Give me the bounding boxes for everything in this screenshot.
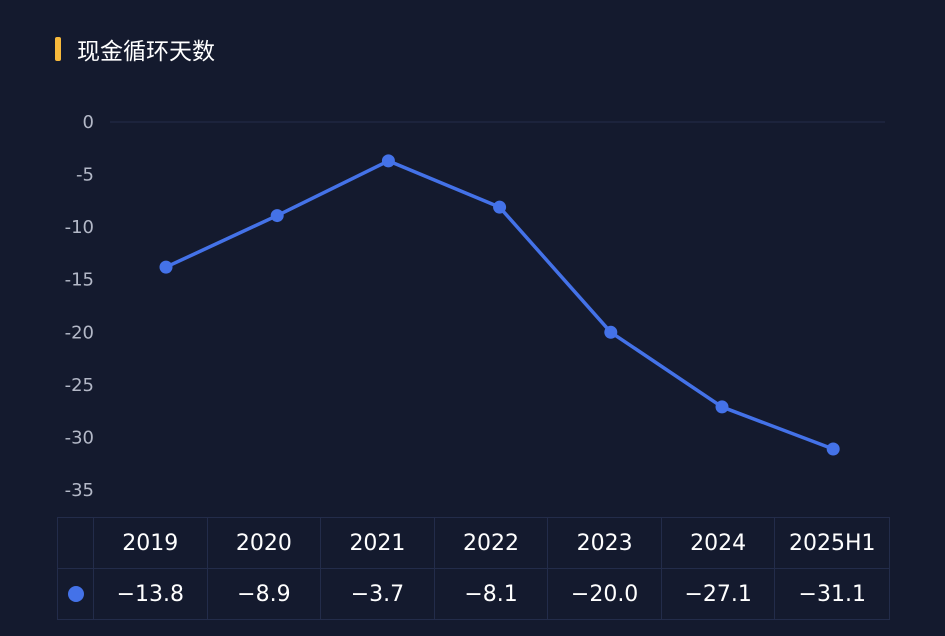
table-value-row: −13.8 −8.9 −3.7 −8.1 −20.0 −27.1 −31.1 [58, 568, 889, 619]
data-table: 2019 2020 2021 2022 2023 2024 2025H1 −13… [57, 517, 890, 620]
chart-title: 现金循环天数 [77, 39, 215, 65]
data-point-2022[interactable] [493, 200, 507, 214]
table-header-cell: 2023 [548, 518, 662, 568]
table-value-cell: −8.9 [208, 569, 322, 619]
title-accent-bar [55, 37, 61, 61]
table-value-cell: −13.8 [94, 569, 208, 619]
y-tick-label: -35 [65, 480, 94, 501]
table-header-cell: 2021 [321, 518, 435, 568]
y-tick-label: 0 [83, 112, 94, 133]
data-point-2023[interactable] [604, 325, 618, 339]
line-chart: 0 -5 -10 -15 -20 -25 -30 -35 [65, 112, 885, 501]
table-value-cell: −3.7 [321, 569, 435, 619]
series-legend-marker [67, 586, 84, 602]
data-point-2021[interactable] [381, 154, 395, 168]
table-corner-cell [58, 518, 94, 568]
table-value-cell: −20.0 [548, 569, 662, 619]
table-value-cell: −8.1 [435, 569, 549, 619]
table-header-row: 2019 2020 2021 2022 2023 2024 2025H1 [58, 518, 889, 568]
y-tick-label: -10 [65, 217, 94, 238]
y-tick-label: -5 [76, 165, 94, 186]
data-point-2024[interactable] [715, 400, 729, 414]
table-header-cell: 2019 [94, 518, 208, 568]
data-point-2019[interactable] [159, 260, 173, 274]
y-tick-label: -15 [65, 270, 94, 291]
y-tick-label: -20 [65, 322, 94, 343]
table-header-cell: 2025H1 [788, 530, 876, 556]
table-value-cell: −31.1 [798, 581, 866, 607]
table-header-cell: 2020 [208, 518, 322, 568]
table-value-cell: −27.1 [662, 569, 776, 619]
y-tick-label: -25 [65, 375, 94, 396]
data-point-2020[interactable] [270, 209, 284, 223]
y-tick-label: -30 [65, 427, 94, 448]
table-header-cell: 2022 [435, 518, 549, 568]
legend-cell [58, 569, 94, 619]
table-header-cell: 2024 [662, 518, 776, 568]
chart-title-block: 现金循环天数 [55, 34, 215, 65]
data-point-2025H1[interactable] [826, 442, 840, 456]
